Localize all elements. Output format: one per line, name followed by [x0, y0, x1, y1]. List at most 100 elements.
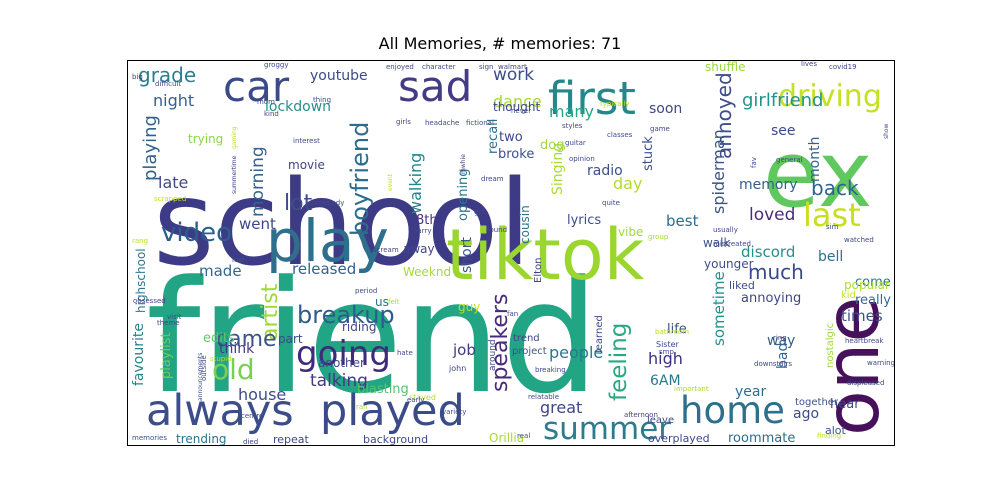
word-finding: finding — [817, 432, 841, 440]
word-ring: ring — [773, 334, 787, 342]
word-lost: lost — [232, 256, 245, 264]
word-opening: opening — [456, 168, 471, 221]
word-made: made — [199, 262, 242, 280]
word-stupid: stupid — [210, 355, 232, 363]
word-centre: centre — [241, 412, 263, 420]
word-real: real — [517, 432, 530, 440]
word-vibe: vibe — [618, 225, 643, 239]
word-best: best — [666, 212, 699, 230]
word-theme: theme — [157, 319, 180, 327]
word-orillia: Orillia — [489, 431, 524, 445]
word-talking: talking — [310, 371, 368, 391]
word-house: house — [238, 385, 286, 404]
word-sister: Sister — [656, 340, 680, 349]
word-interest: interest — [293, 137, 320, 145]
word-night: night — [153, 91, 194, 110]
word-riding: riding — [342, 320, 376, 334]
word-popular: popular — [844, 278, 890, 292]
word-many: many — [549, 102, 594, 121]
word-really: really — [855, 293, 891, 308]
word-girls: girls — [396, 118, 411, 126]
word-speakers: speakers — [488, 294, 513, 392]
word-see: see — [771, 123, 796, 139]
word-trend: trend — [513, 333, 540, 344]
word-classes: classes — [607, 131, 633, 139]
word-come: come — [855, 275, 891, 290]
word-job: job — [452, 341, 476, 359]
word-driving: driving — [778, 79, 882, 114]
word-another: another — [318, 356, 365, 370]
word-heartbreak: heartbreak — [845, 337, 884, 345]
word-boyfriend: boyfriend — [346, 122, 374, 236]
word-friend: friend — [146, 247, 599, 428]
word-school: school — [153, 154, 531, 292]
word-playing: playing — [140, 115, 161, 181]
word-lyrics: lyrics — [567, 213, 601, 228]
word-two: two — [499, 130, 523, 145]
word-lives: lives — [801, 61, 817, 68]
word-lot: lot — [284, 191, 313, 216]
word-dance: dance — [493, 92, 542, 111]
word-sign: sign — [479, 63, 493, 71]
word-feeling: feeling — [606, 323, 632, 401]
word-recall: recall — [486, 119, 501, 154]
word-groggy: groggy — [264, 61, 288, 69]
word-singing: Singing — [550, 143, 566, 195]
chart-title: All Memories, # memories: 71 — [378, 34, 622, 53]
word-outside: outside — [200, 355, 208, 381]
word-watched: watched — [844, 236, 874, 244]
word-overplayed: overplayed — [648, 432, 710, 445]
word-together: together — [795, 397, 839, 408]
word-guitar: guitar — [565, 139, 586, 147]
word-ago: ago — [793, 406, 819, 422]
word-youtube: youtube — [310, 68, 368, 84]
word-ex: ex — [763, 121, 872, 228]
word-play: play — [266, 207, 389, 275]
word-displeased: displeased — [847, 379, 884, 387]
word-nostalgic: nostalgic — [825, 323, 836, 368]
word-late: late — [158, 173, 188, 192]
word-think: think — [219, 341, 255, 357]
word-announcements: announcements — [197, 353, 204, 401]
word-kind: kind — [264, 110, 279, 118]
word-dream: dream — [481, 175, 504, 183]
word-younger: younger — [704, 257, 754, 271]
word-stuck: stuck — [641, 136, 656, 171]
word-tiktok: tiktok — [446, 214, 645, 296]
word-smp: smp — [659, 348, 674, 356]
word-girlfriend: girlfriend — [742, 90, 823, 111]
word-stayed: stayed — [409, 393, 436, 402]
word-summer: summer — [543, 411, 671, 445]
word-fictional: fictional — [466, 119, 494, 127]
word-gaming: gaming — [231, 126, 238, 149]
word-trying: trying — [188, 132, 223, 146]
word-important: important — [674, 385, 709, 393]
word-enjoyed: enjoyed — [386, 63, 414, 71]
word-game: game — [650, 125, 670, 133]
word-never: never — [511, 107, 531, 115]
word-soon: soon — [649, 101, 682, 117]
word-mistreated: mistreated — [713, 240, 751, 248]
word-hear: hear — [830, 397, 860, 412]
word-always: always — [146, 386, 294, 436]
word-visit: visit — [167, 313, 182, 321]
word-learned: learned — [594, 315, 605, 353]
word-great: great — [540, 398, 582, 417]
word-around: around — [488, 339, 498, 371]
word-variety: variety — [442, 408, 466, 416]
word-roommate: roommate — [728, 431, 795, 445]
word-got: got — [474, 208, 486, 216]
word-video: video — [161, 218, 232, 248]
word-felt: felt — [388, 298, 400, 306]
word-found: found — [487, 226, 507, 234]
word-first: first — [548, 72, 636, 125]
word-project: project — [512, 346, 547, 357]
word-hate: hate — [397, 349, 413, 357]
word-mwhie: mwhie — [460, 154, 467, 174]
word-times: times — [841, 307, 883, 325]
word-walk: walk — [703, 236, 731, 250]
word-short: short — [459, 237, 475, 273]
word-shuffle: shuffle — [705, 61, 745, 74]
word-artist: artist — [258, 283, 283, 341]
